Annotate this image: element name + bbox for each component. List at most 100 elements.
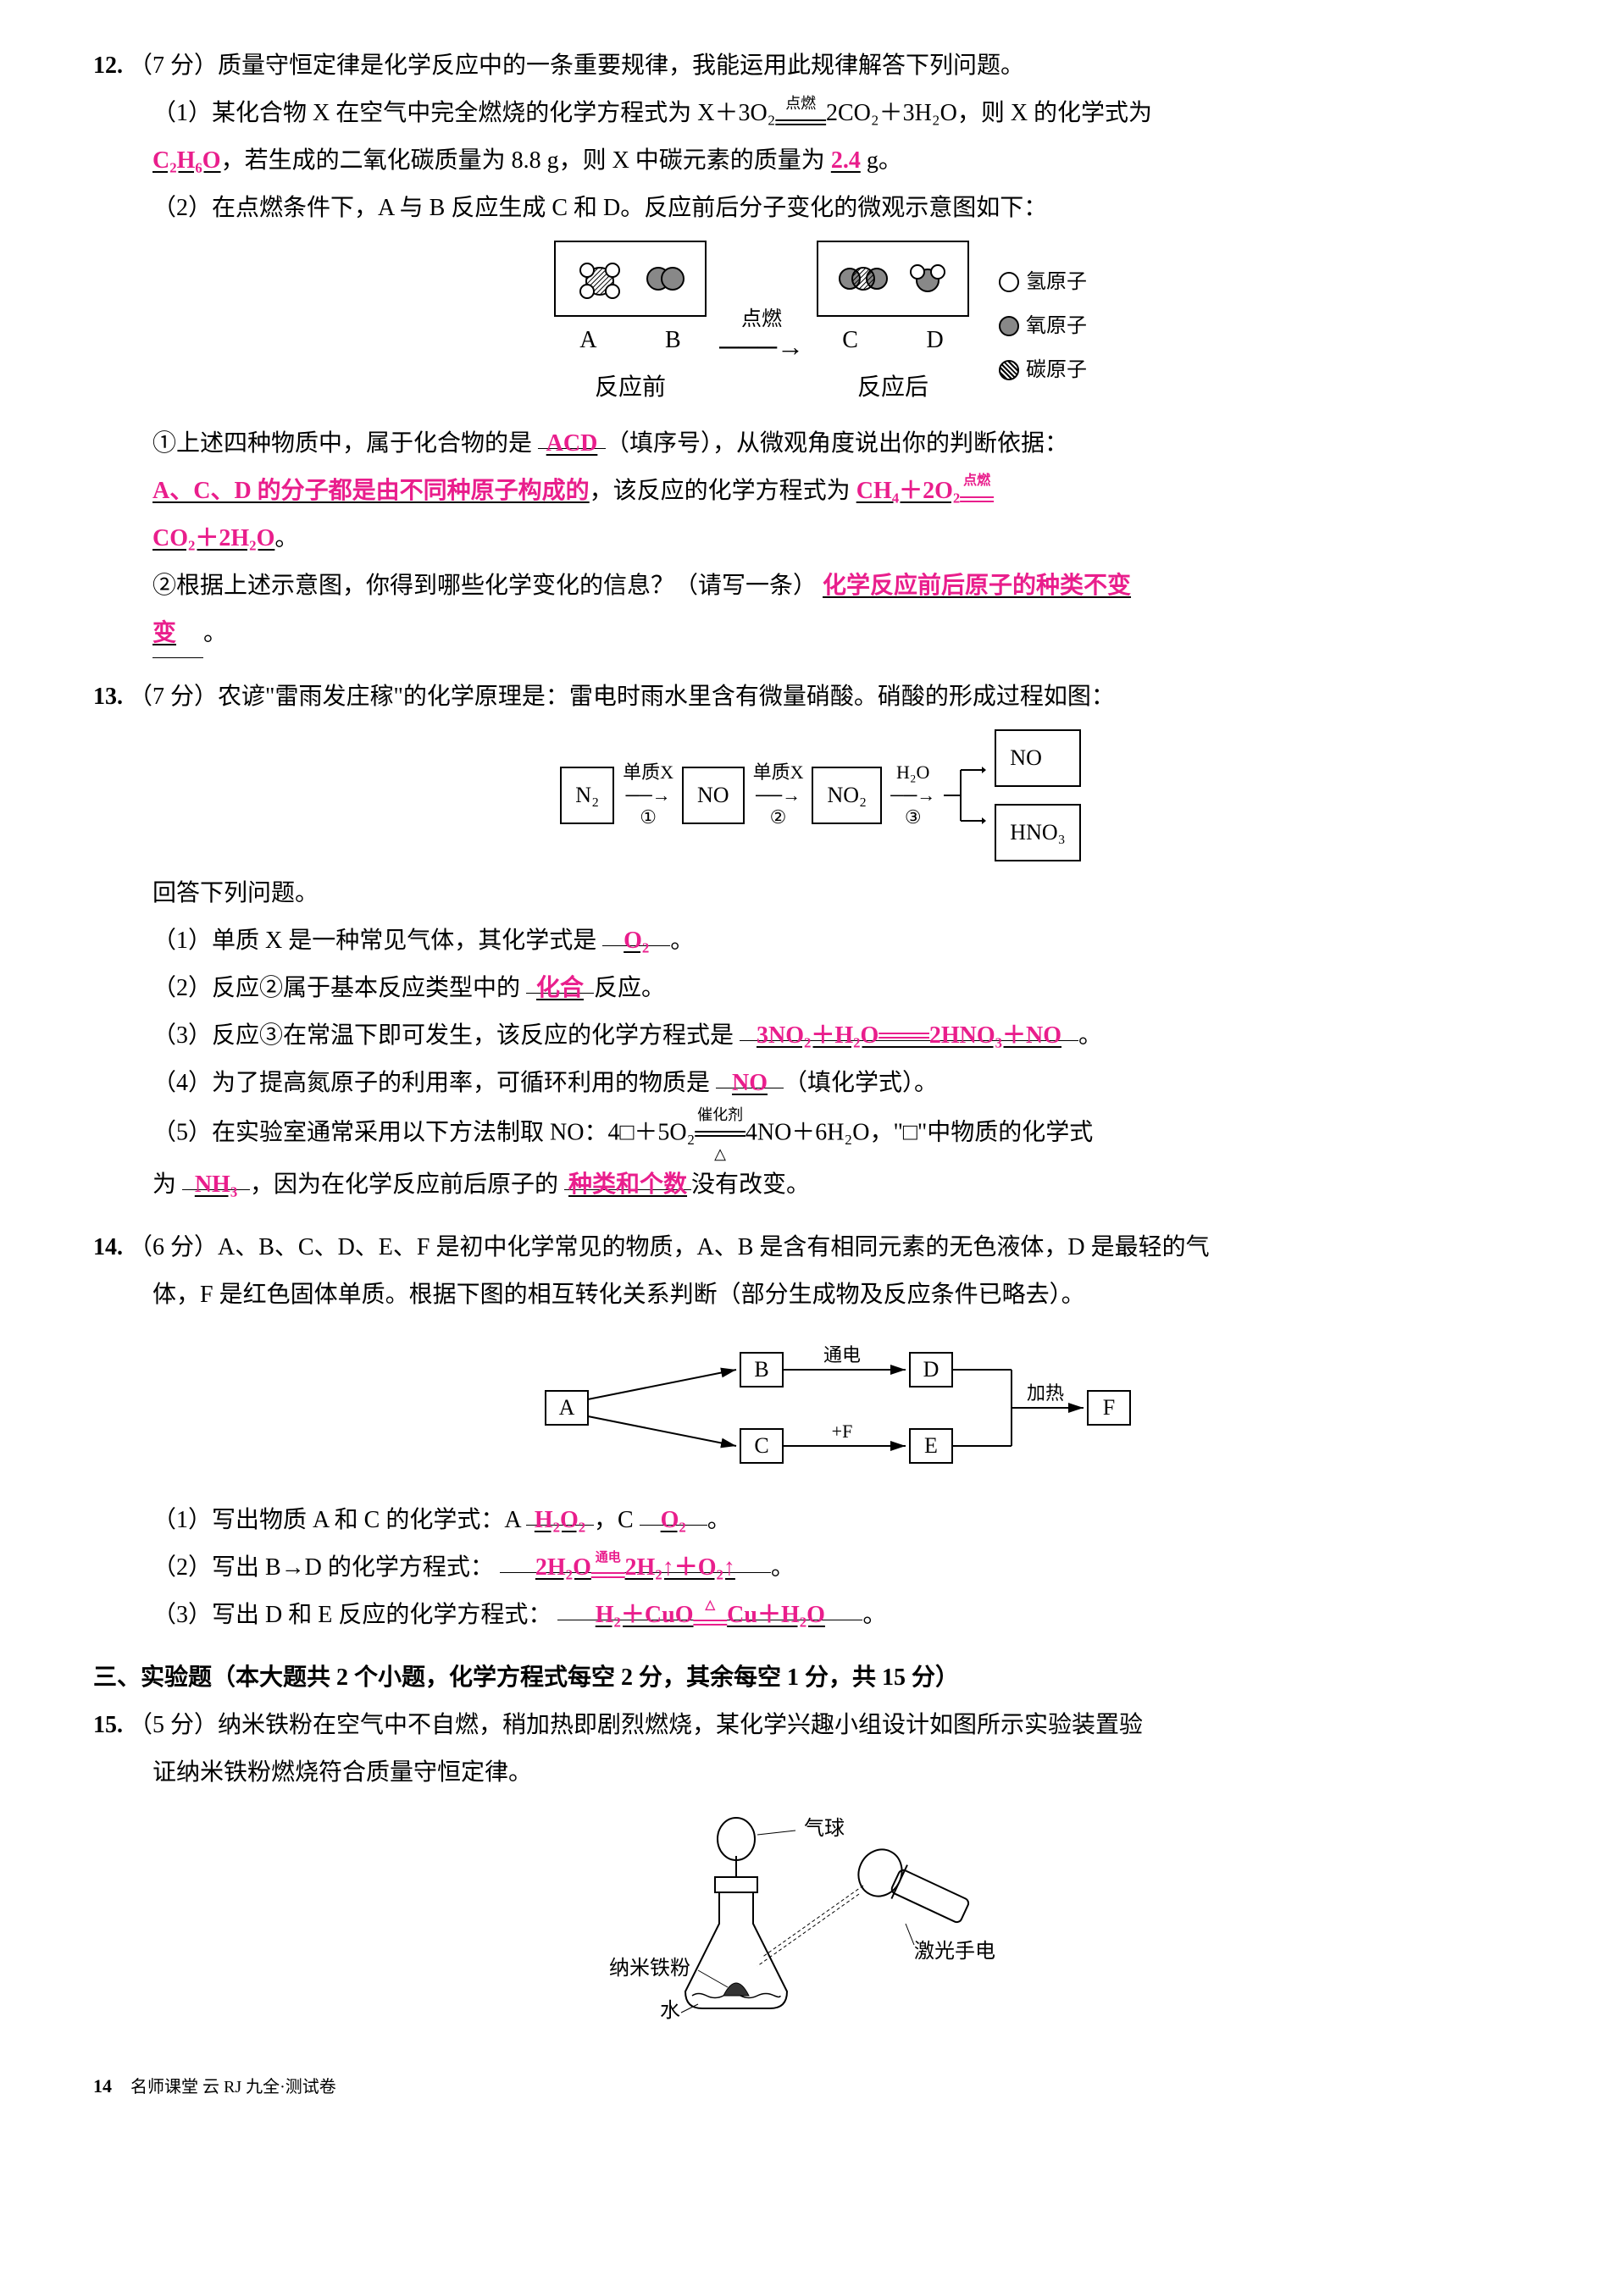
- node-e: E: [924, 1433, 938, 1458]
- step1-top: 单质X: [623, 762, 673, 784]
- q15-intro-l2: 证纳米铁粉燃烧符合质量守恒定律。: [93, 1749, 1548, 1797]
- q12-p1: （1）某化合物 X 在空气中完全燃烧的化学方程式为 X＋3O₂点燃═══2CO₂…: [93, 90, 1548, 137]
- q12-d2-prefix: ②根据上述示意图，你得到哪些化学变化的信息？（请写一条）: [152, 573, 817, 599]
- label-d: D: [926, 317, 943, 364]
- q12-d1-line2: A、C、D 的分子都是由不同种原子构成的，该反应的化学方程式为 CH₄＋2O₂点…: [93, 468, 1548, 515]
- q12-reaction-diagram: A B 反应前 点燃 ───→: [93, 241, 1548, 412]
- q13-p5-ans2: 种类和个数: [568, 1171, 687, 1198]
- q13-p5: （5）在实验室通常采用以下方法制取 NO：4□＋5O₂催化剂═══△4NO＋6H…: [93, 1107, 1548, 1161]
- q12-p1-mid: ，若生成的二氧化碳质量为 8.8 g，则 X 中碳元素的质量为: [221, 147, 825, 174]
- q15-intro-l1: 纳米铁粉在空气中不自燃，稍加热即剧烈燃烧，某化学兴趣小组设计如图所示实验装置验: [218, 1712, 1143, 1738]
- q13-p4-suffix: （填化学式）。: [784, 1070, 938, 1096]
- legend-c: 碳原子: [1026, 350, 1087, 390]
- q14-p1-prefix: （1）写出物质 A 和 C 的化学式：A: [152, 1507, 520, 1533]
- q12-d1-prefix: ①上述四种物质中，属于化合物的是: [152, 430, 532, 457]
- flow-out-hno3: HNO₃: [995, 804, 1080, 861]
- q12-points: （7 分）: [129, 53, 218, 79]
- q13-points: （7 分）: [129, 684, 218, 710]
- q12-d2: ②根据上述示意图，你得到哪些化学变化的信息？（请写一条） 化学反应前后原子的种类…: [93, 562, 1548, 610]
- q12-d2-ans: 化学反应前后原子的种类不变: [823, 573, 1131, 599]
- q14-p3: （3）写出 D 和 E 反应的化学方程式： H₂＋CuO△══Cu＋H₂O。: [93, 1592, 1548, 1639]
- q12-number: 12.: [93, 53, 123, 79]
- laser-label: 激光手电: [914, 1940, 995, 1963]
- label-a: A: [579, 317, 596, 364]
- node-b: B: [754, 1357, 768, 1382]
- molecule-c-icon: [838, 262, 889, 296]
- flow-no2: NO₂: [812, 767, 882, 824]
- q14-intro-l1: A、B、C、D、E、F 是初中化学常见的物质，A、B 是含有相同元素的无色液体，…: [218, 1234, 1210, 1260]
- page-number: 14: [93, 2075, 112, 2096]
- atom-legend: 氢原子 氧原子 碳原子: [999, 262, 1087, 390]
- question-13: 13. （7 分）农谚"雷雨发庄稼"的化学原理是：雷电时雨水里含有微量硝酸。硝酸…: [93, 673, 1548, 1209]
- edge-def-label: 加热: [1026, 1382, 1063, 1404]
- q12-header: 12. （7 分）质量守恒定律是化学反应中的一条重要规律，我能运用此规律解答下列…: [93, 42, 1548, 90]
- step1-num: ①: [640, 806, 657, 828]
- q13-p1-ans: O₂: [624, 928, 649, 954]
- q14-network-diagram: A B C D E F 通电 +F 加热: [93, 1327, 1548, 1488]
- q13-p2-prefix: （2）反应②属于基本反应类型中的: [152, 975, 520, 1001]
- q14-p2-prefix: （2）写出 B→D 的化学方程式：: [152, 1554, 494, 1581]
- question-14: 14. （6 分）A、B、C、D、E、F 是初中化学常见的物质，A、B 是含有相…: [93, 1224, 1548, 1639]
- q15-points: （5 分）: [129, 1712, 218, 1738]
- flow-out-no: NO: [995, 729, 1080, 787]
- q14-p1-suffix: 。: [707, 1507, 731, 1533]
- q13-p5-line2: 为 NH₃，因为在化学反应前后原子的 种类和个数没有改变。: [93, 1161, 1548, 1209]
- q15-apparatus-diagram: 气球 水 纳米铁粉 激光手电: [93, 1805, 1548, 2025]
- heat-label: △: [714, 1146, 726, 1161]
- q12-intro: 质量守恒定律是化学反应中的一条重要规律，我能运用此规律解答下列问题。: [218, 53, 1024, 79]
- ignite-condition: 点燃: [785, 96, 816, 111]
- q12-d1-ans3: CH₄＋2O₂点燃══: [856, 478, 994, 504]
- after-label: 反应后: [857, 364, 928, 412]
- q12-d1-ans2: A、C、D 的分子都是由不同种原子构成的: [152, 478, 590, 504]
- q15-header: 15. （5 分）纳米铁粉在空气中不自燃，稍加热即剧烈燃烧，某化学兴趣小组设计如…: [93, 1702, 1548, 1749]
- q13-flow-diagram: N₂ 单质X──→① NO 单质X──→② NO₂ H₂O──→③ NO HNO…: [93, 729, 1548, 861]
- q13-p2-ans: 化合: [536, 975, 584, 1001]
- q12-p2: （2）在点燃条件下，A 与 B 反应生成 C 和 D。反应前后分子变化的微观示意…: [93, 185, 1548, 232]
- q13-p1: （1）单质 X 是一种常见气体，其化学式是 O₂。: [93, 917, 1548, 965]
- label-b: B: [665, 317, 681, 364]
- q13-p5-prefix: （5）在实验室通常采用以下方法制取 NO：4□＋5O₂: [152, 1119, 695, 1145]
- o-atom-icon: [999, 316, 1019, 336]
- q13-p2-suffix: 反应。: [594, 975, 665, 1001]
- q13-p3-prefix: （3）反应③在常温下即可发生，该反应的化学方程式是: [152, 1022, 734, 1049]
- q14-p3-ans: H₂＋CuO△══Cu＋H₂O: [596, 1602, 825, 1628]
- ignite-arrow: 点燃 ───→: [719, 299, 804, 353]
- q13-p4-ans: NO: [732, 1070, 768, 1096]
- molecule-a-icon: [574, 258, 625, 300]
- legend-o: 氧原子: [1026, 306, 1087, 346]
- node-f: F: [1102, 1395, 1114, 1420]
- h-atom-icon: [999, 272, 1019, 292]
- book-title: 名师课堂 云 RJ 九全·测试卷: [130, 2078, 336, 2096]
- q14-p1-mid: ，C: [594, 1507, 634, 1533]
- q12-d1-mid2: ，该反应的化学方程式为: [590, 478, 851, 504]
- q12-unit: g。: [867, 147, 902, 174]
- q12-d1-mid: （填序号），从微观角度说出你的判断依据：: [606, 430, 1068, 457]
- q14-p3-prefix: （3）写出 D 和 E 反应的化学方程式：: [152, 1602, 551, 1628]
- section-3-heading: 三、实验题（本大题共 2 个小题，化学方程式每空 2 分，其余每空 1 分，共 …: [93, 1654, 1548, 1702]
- edge-ce-label: +F: [831, 1421, 852, 1442]
- q12-d2-line2: 变。: [93, 610, 1548, 658]
- branch-icon: [944, 753, 986, 838]
- molecule-b-icon: [643, 258, 685, 300]
- q14-intro-l2: 体，F 是红色固体单质。根据下图的相互转化关系判断（部分生成物及反应条件已略去）…: [93, 1271, 1548, 1319]
- q13-p5-l2-prefix: 为: [152, 1171, 176, 1198]
- q14-p2-ans: 2H₂O通电══2H₂↑＋O₂↑: [535, 1554, 735, 1581]
- balloon-label: 气球: [804, 1817, 845, 1840]
- q14-number: 14.: [93, 1234, 123, 1260]
- label-c: C: [842, 317, 858, 364]
- eq-left: CH₄＋2O₂: [856, 478, 961, 504]
- q12-p1-after: 2CO₂＋3H₂O，则 X 的化学式为: [826, 100, 1152, 126]
- node-c: C: [754, 1433, 768, 1458]
- page-footer: 14 名师课堂 云 RJ 九全·测试卷: [93, 2068, 1548, 2105]
- before-label: 反应前: [595, 364, 666, 412]
- question-15: 15. （5 分）纳米铁粉在空气中不自燃，稍加热即剧烈燃烧，某化学兴趣小组设计如…: [93, 1702, 1548, 2025]
- water-label: 水: [660, 1999, 680, 2022]
- q13-p1-prefix: （1）单质 X 是一种常见气体，其化学式是: [152, 928, 596, 954]
- node-d: D: [923, 1357, 939, 1382]
- q12-ans-mass: 2.4: [831, 147, 861, 174]
- legend-h: 氢原子: [1026, 262, 1087, 302]
- q13-p5-mid2: ，因为在化学反应前后原子的: [250, 1171, 558, 1198]
- molecule-d-icon: [906, 262, 949, 296]
- q13-p3-ans: 3NO₂＋H₂O═══2HNO₃＋NO: [757, 1022, 1061, 1049]
- q12-ans-formula: C₂H₆O: [152, 147, 221, 174]
